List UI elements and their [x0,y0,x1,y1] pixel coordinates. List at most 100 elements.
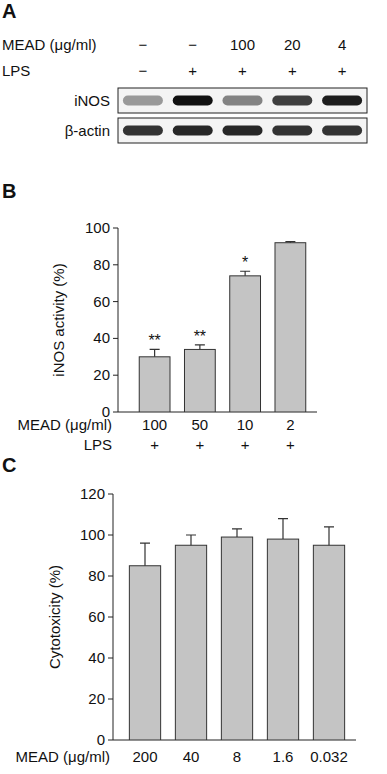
error-bar [195,345,205,350]
row-value: + [150,436,159,453]
plot-area [129,519,344,740]
bar [275,243,306,412]
row-value: + [241,436,250,453]
error-bar [150,349,160,356]
y-tick-label: 60 [93,293,110,310]
row-value: − [188,36,197,53]
blot-frame [118,118,367,143]
band [322,126,362,136]
x-tick-label: 100 [142,416,167,433]
x-tick-label: 40 [183,748,200,765]
y-tick [108,699,113,700]
y-tick-label: 40 [93,329,110,346]
y-tick-label: 40 [88,649,105,666]
y-tick-label: 100 [85,219,110,236]
y-tick [113,412,118,413]
x-tick-label: 1.6 [273,748,294,765]
error-bar [285,242,295,243]
x-tick-label: 50 [192,416,209,433]
error-bar [278,519,288,540]
row-value: + [338,62,347,79]
band [173,96,213,106]
band [272,126,312,136]
row-value: + [188,62,197,79]
band [173,126,213,136]
band [322,96,362,106]
y-tick [113,301,118,302]
row-label: LPS [2,62,30,79]
bar-panel: C020406080100120Cytotoxicity (%)MEAD (μg… [2,454,356,765]
x-tick-label: 10 [237,416,254,433]
x-tick-label: 2 [286,416,294,433]
y-tick-label: 80 [93,256,110,273]
bar [313,545,344,740]
y-tick-label: 120 [80,485,105,502]
band-label: iNOS [74,92,110,109]
significance: ** [194,328,206,345]
blot-frame [118,88,367,113]
y-tick-label: 20 [93,366,110,383]
y-tick [108,576,113,577]
blot-panel: A MEAD (μg/ml) − − 100 20 4 LPS − + + + + iNOS β-actin [2,0,367,143]
row-label: LPS [84,436,112,453]
row-value: 100 [230,36,255,53]
row-value: + [286,436,295,453]
panel-letter: C [2,454,16,476]
y-tick [113,375,118,376]
significance: ** [148,332,160,349]
y-tick [108,535,113,536]
row-value: − [139,36,148,53]
plot-area [139,242,306,412]
band-label: β-actin [65,122,110,139]
y-tick-label: 100 [80,526,105,543]
bar [221,537,252,740]
x-axis-label: MEAD (μg/ml) [18,416,112,433]
bar [129,566,160,740]
error-bar [140,543,150,566]
bar [230,276,261,412]
x-tick-label: 8 [233,748,241,765]
y-tick-label: 60 [88,608,105,625]
row-value: 20 [284,36,301,53]
x-axis-label: MEAD (μg/ml) [16,748,110,765]
band [223,126,263,136]
x-tick-label: 200 [132,748,157,765]
panel-letter: A [2,0,16,22]
row-value: + [195,436,204,453]
band [272,96,312,106]
y-tick [108,617,113,618]
error-bar [240,271,250,276]
error-bar [186,535,196,545]
y-tick [113,228,118,229]
band [123,96,163,106]
y-axis [118,228,119,412]
bar [184,349,215,412]
y-axis [113,494,114,740]
error-bar [232,529,242,537]
bar-panel: B020406080100iNOS activity (%)*****MEAD … [2,180,317,453]
panel-letter: B [2,180,16,202]
y-tick [108,494,113,495]
y-tick-label: 20 [88,690,105,707]
y-tick-label: 80 [88,567,105,584]
bar [139,357,170,412]
row-value: + [288,62,297,79]
y-tick-label: 0 [97,731,105,748]
x-tick-label: 0.032 [310,748,348,765]
bar [267,539,298,740]
row-label: MEAD (μg/ml) [2,36,96,53]
y-tick [113,338,118,339]
bar [175,545,206,740]
y-tick [108,740,113,741]
y-axis-label: iNOS activity (%) [50,263,67,376]
error-bar [324,527,334,545]
band [223,96,263,106]
band [123,126,163,136]
row-value: 4 [338,36,346,53]
row-value: + [238,62,247,79]
figure: AMEAD (μg/ml)−−100204LPS−++++iNOSβ-actin… [0,0,387,774]
y-tick [113,264,118,265]
significance: * [242,254,248,271]
y-tick [108,658,113,659]
row-value: − [139,62,148,79]
